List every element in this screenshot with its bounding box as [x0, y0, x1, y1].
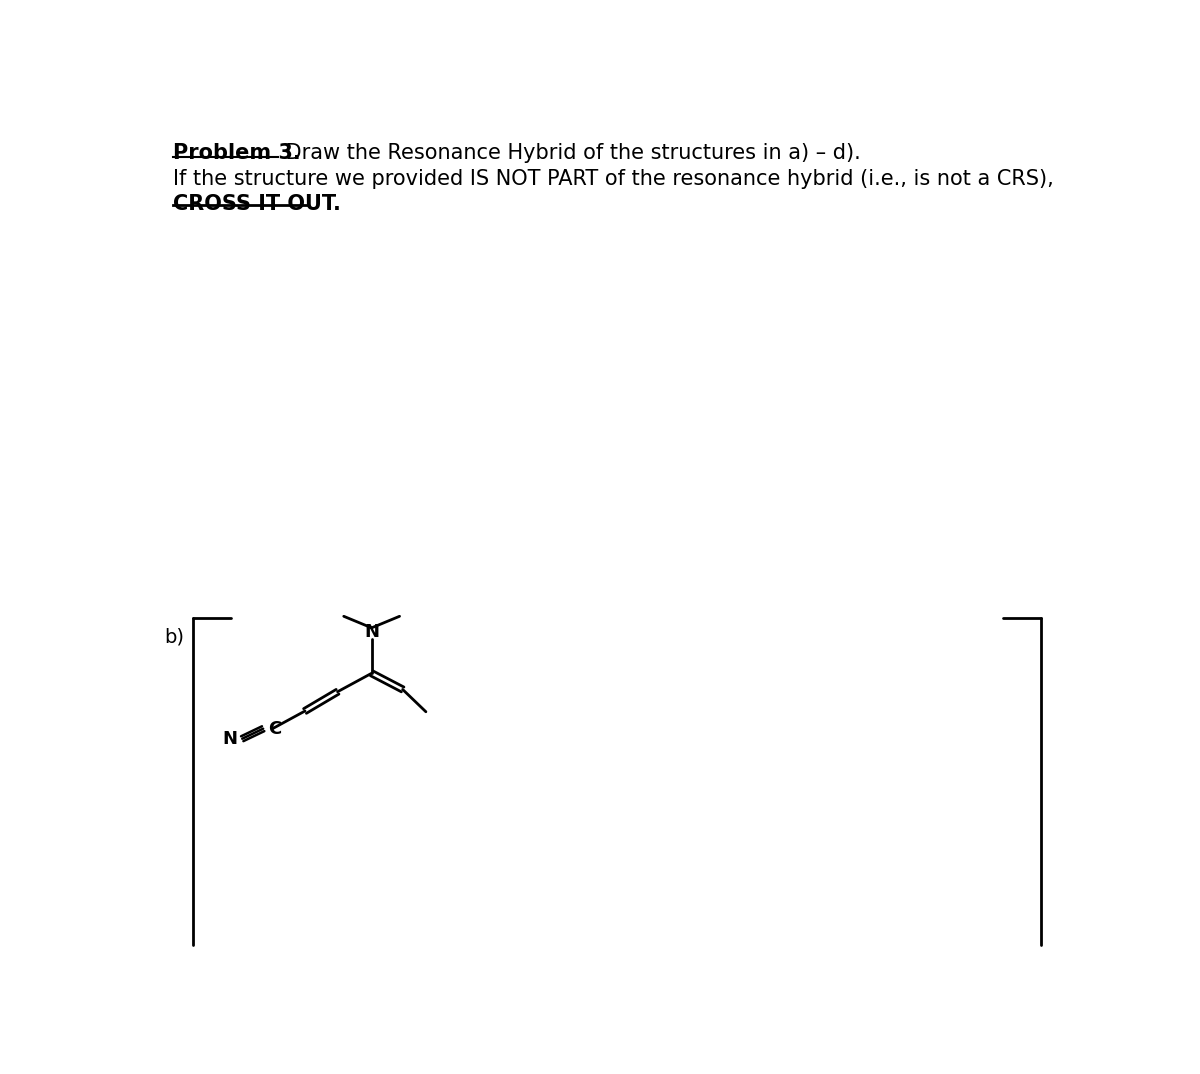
- Text: N: N: [364, 624, 379, 641]
- Text: C: C: [268, 720, 281, 738]
- Text: Draw the Resonance Hybrid of the structures in a) – d).: Draw the Resonance Hybrid of the structu…: [280, 143, 862, 163]
- Text: CROSS IT OUT.: CROSS IT OUT.: [173, 194, 341, 215]
- Text: Problem 3.: Problem 3.: [173, 143, 301, 163]
- Text: N: N: [222, 729, 238, 748]
- Text: If the structure we provided IS NOT PART of the resonance hybrid (i.e., is not a: If the structure we provided IS NOT PART…: [173, 169, 1054, 189]
- Text: b): b): [164, 627, 184, 647]
